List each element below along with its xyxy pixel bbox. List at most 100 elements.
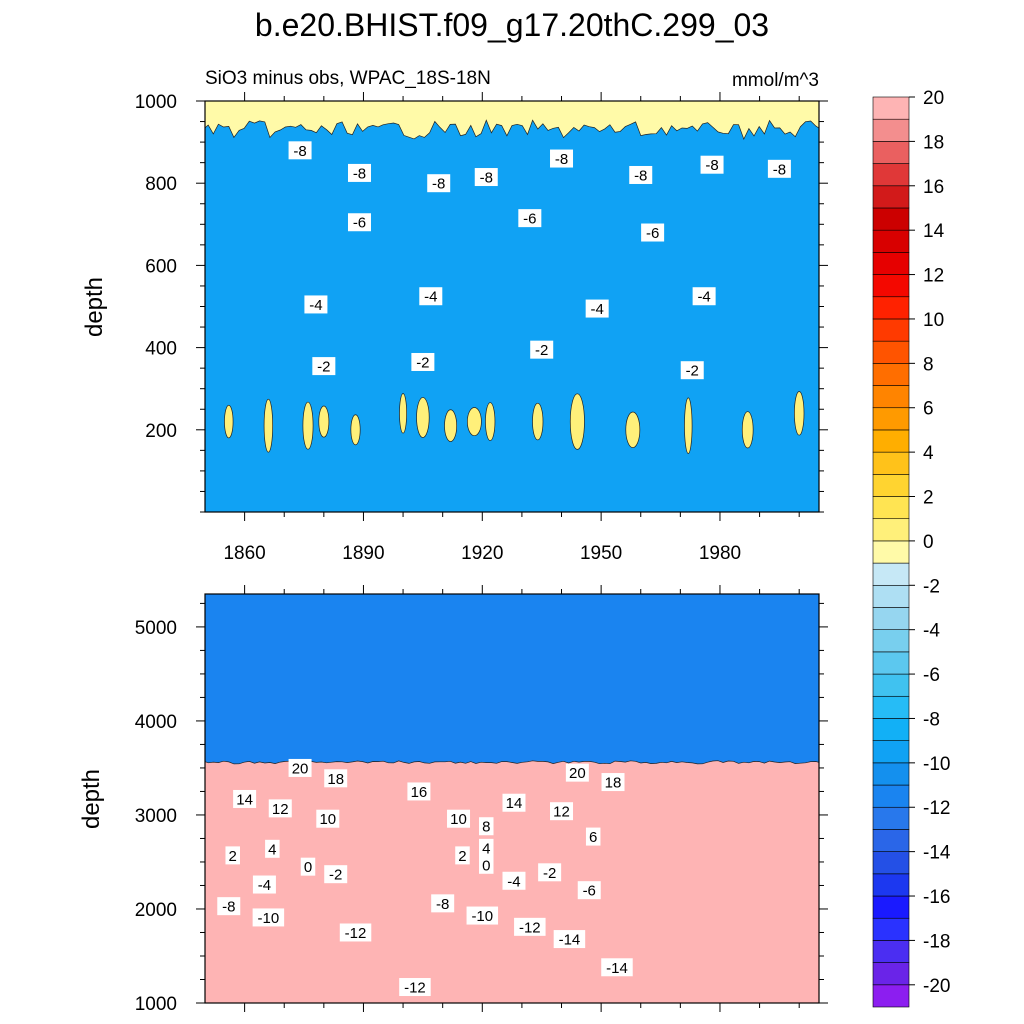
colorbar-swatch <box>872 673 910 697</box>
upper-contour-label: -4 <box>697 289 710 306</box>
colorbar-swatch <box>872 962 910 986</box>
lower-contour-label: -8 <box>222 899 235 916</box>
lower-contour-label: -12 <box>519 919 541 936</box>
upper-positive-pocket <box>466 407 482 437</box>
lower-contour-label: -4 <box>258 877 271 894</box>
lower-contour-label: 10 <box>450 811 467 828</box>
colorbar-swatch <box>872 96 910 120</box>
lower-y-axis-label: depth <box>78 769 105 829</box>
colorbar-label: 4 <box>923 443 934 464</box>
lower-contour-label-box <box>407 782 431 801</box>
lower-contour-label: 12 <box>553 804 570 821</box>
colorbar-label: -6 <box>923 665 940 686</box>
upper-contour-label-box <box>474 168 498 187</box>
upper-contour-label-box <box>518 209 542 228</box>
colorbar-swatch <box>872 185 910 209</box>
upper-contour-label: -2 <box>686 363 699 380</box>
colorbar-swatch <box>872 207 910 231</box>
upper-contour-label: -4 <box>424 289 437 306</box>
upper-positive-pocket <box>302 401 314 450</box>
upper-x-tick-label: 1980 <box>699 543 741 564</box>
upper-positive-pocket <box>569 393 585 450</box>
colorbar-swatch <box>872 540 910 564</box>
colorbar-swatch <box>872 718 910 741</box>
colorbar-swatch <box>872 984 910 1008</box>
upper-panel: -2 -2 -2 -2 -4 -4 -4 -4 -6 -6 -6 -8 -8 -8 -8 -8 -8 -8 -8 1… <box>81 92 828 564</box>
colorbar-swatch <box>872 318 910 342</box>
colorbar-label: -8 <box>923 709 940 730</box>
colorbar-swatch <box>872 451 910 475</box>
upper-contour-label-box <box>304 295 328 314</box>
lower-contour-label-box <box>300 857 316 876</box>
lower-contour-labels: -12-14-14-12 -12-10 -10-8 -8-6-4 -4-2 -20 02 24… <box>217 758 633 997</box>
upper-contour-label-box <box>585 299 609 318</box>
colorbar-label: -18 <box>923 931 950 952</box>
upper-band-fill <box>205 120 819 512</box>
upper-positive-pocket <box>224 404 234 439</box>
upper-contour-label: -8 <box>634 167 647 184</box>
lower-contour-label-box <box>455 846 470 865</box>
colorbar-label: -4 <box>923 621 940 642</box>
lower-contour-label: 16 <box>411 784 428 801</box>
colorbar-swatch <box>872 229 910 253</box>
lower-contour-label-box <box>268 799 292 818</box>
upper-contour-label: -8 <box>705 157 718 174</box>
upper-contour-label-box <box>347 163 371 182</box>
upper-x-tick-label: 1920 <box>461 543 503 564</box>
lower-contour-label-box <box>447 809 471 828</box>
upper-positive-pocket <box>532 402 544 441</box>
lower-contour-label-box <box>233 789 257 808</box>
lower-contour-label: -4 <box>507 873 520 890</box>
lower-y-tick-label: 5000 <box>135 618 177 639</box>
lower-contour-label-box <box>538 863 562 882</box>
upper-contour-label: -4 <box>309 297 322 314</box>
upper-contour-label: -8 <box>293 143 306 160</box>
lower-contour-label: -14 <box>606 960 628 977</box>
upper-contour-label: -4 <box>590 301 603 318</box>
upper-contour-label-box <box>427 174 451 193</box>
upper-contour-label-box <box>641 223 665 242</box>
lower-contour-label: -6 <box>583 883 596 900</box>
lower-contour-label: 4 <box>482 840 490 857</box>
lower-contour-label-box <box>324 865 348 884</box>
upper-contour-label-box <box>530 340 554 359</box>
lower-contour-label: -12 <box>404 980 426 997</box>
lower-contour-label: -14 <box>559 932 581 949</box>
lower-contour-label: -2 <box>543 865 556 882</box>
colorbar-swatch <box>872 762 910 786</box>
lower-contour-label-box <box>553 930 586 949</box>
colorbar-label: 6 <box>923 399 934 420</box>
colorbar-swatch <box>872 940 910 963</box>
lower-y-tick-label: 4000 <box>135 712 177 733</box>
lower-contour-label-box <box>431 894 455 913</box>
upper-contour-label-box <box>680 361 704 380</box>
colorbar-swatch <box>872 518 910 542</box>
colorbar-swatch <box>872 141 910 164</box>
colorbar-swatch <box>872 607 910 630</box>
upper-positive-pocket <box>625 411 641 448</box>
upper-subtitle-right: mmol/m^3 <box>732 70 819 91</box>
upper-contour-label: -2 <box>535 342 548 359</box>
colorbar-swatch <box>872 363 910 386</box>
chart-title: b.e20.BHIST.f09_g17.20thC.299_03 <box>255 7 769 43</box>
lower-contour-label: -10 <box>471 908 493 925</box>
lower-contour-label-box <box>565 763 589 782</box>
colorbar-label: 16 <box>923 177 944 198</box>
colorbar-swatch <box>872 740 910 764</box>
upper-contour-label-box <box>692 287 716 306</box>
colorbar-label: -14 <box>923 843 951 864</box>
upper-contour-label: -6 <box>646 225 659 242</box>
lower-panel: -12-14-14-12 -12-10 -10-8 -8-6-4 -4-2 -20 02 24… <box>78 585 828 1015</box>
lower-contour-label-box <box>601 958 633 977</box>
lower-contour-label-box <box>252 908 285 927</box>
lower-contour-label: 18 <box>605 775 622 792</box>
colorbar-label: 0 <box>923 532 934 553</box>
upper-contour-label: -8 <box>353 165 366 182</box>
lower-contour-label: 2 <box>229 848 237 865</box>
upper-y-tick-label: 400 <box>145 339 177 360</box>
lower-contour-label-box <box>225 846 240 865</box>
colorbar-swatch <box>872 407 910 431</box>
lower-contour-label-box <box>316 809 340 828</box>
colorbar-swatch <box>872 340 910 364</box>
